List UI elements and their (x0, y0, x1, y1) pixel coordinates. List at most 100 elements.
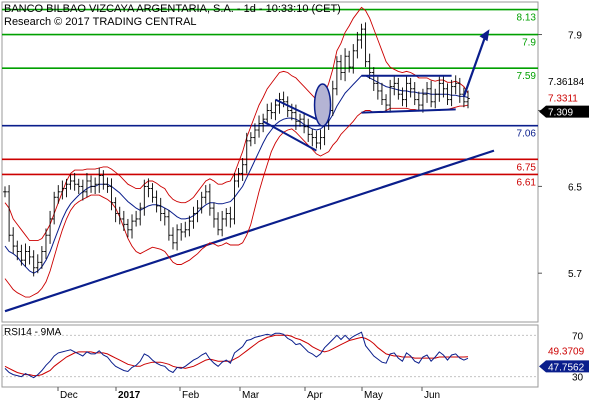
x-tick-label: 2017 (118, 390, 141, 400)
level-label: 8.13 (517, 13, 537, 24)
price-bar (68, 174, 73, 190)
price-bar (220, 210, 225, 237)
upper-band-badge-bg (539, 74, 589, 87)
rsi-badge: 47.7562 (548, 362, 585, 373)
price-bar (347, 50, 352, 73)
price-bar (388, 79, 392, 113)
price-bar (31, 250, 36, 277)
price-bar (343, 48, 347, 82)
price-bar (244, 132, 249, 174)
last-price-badge: 7.309 (548, 108, 573, 119)
price-bar (261, 113, 265, 133)
price-bar (208, 183, 212, 216)
price-panel-frame (1, 1, 539, 323)
price-bar (457, 77, 462, 103)
triangle-lower-line (361, 108, 456, 114)
target-arrow-head (479, 29, 490, 42)
price-bar (253, 123, 257, 145)
price-bar (134, 210, 138, 227)
chart-title: BANCO BILBAO VIZCAYA ARGENTARIA, S.A. - … (4, 3, 341, 15)
price-bar (310, 128, 315, 147)
price-bar (416, 91, 421, 112)
price-bar (314, 130, 319, 149)
price-bar (248, 132, 253, 147)
level-label: 7.59 (517, 71, 537, 82)
price-bar (175, 224, 179, 251)
price-bar (179, 223, 184, 241)
x-tick-label: Feb (182, 390, 200, 400)
price-bar (199, 191, 204, 214)
price-bar (44, 228, 48, 260)
price-bar (298, 113, 302, 127)
price-bar (216, 212, 220, 236)
price-bar (412, 82, 417, 106)
price-bar (392, 75, 397, 96)
price-bar (142, 179, 147, 216)
upper-band-line (4, 6, 469, 242)
price-bar (109, 178, 114, 211)
price-bar (195, 200, 200, 223)
x-tick-label: Dec (60, 390, 78, 400)
price-bar (60, 180, 65, 200)
price-bar (240, 157, 245, 181)
price-bar (449, 79, 454, 107)
uptrend-line (4, 149, 495, 313)
price-bar (27, 246, 32, 265)
price-bar (126, 218, 130, 238)
price-bar (162, 208, 167, 226)
rsi-ma-badge: 49.3709 (548, 347, 585, 358)
price-bar (203, 185, 208, 204)
price-bar (105, 177, 110, 193)
price-bar (117, 206, 122, 225)
level-label: 6.75 (517, 162, 537, 173)
price-bar (158, 197, 163, 222)
price-bar (138, 202, 143, 226)
x-tick-label: Mar (242, 390, 260, 400)
price-bar (183, 221, 188, 238)
price-bar (318, 129, 323, 150)
price-bar (212, 202, 216, 228)
rsi-y-tick-label: 30 (572, 373, 584, 384)
price-bar (154, 190, 159, 213)
y-tick-label: 7.9 (568, 31, 582, 42)
price-bar (146, 178, 151, 198)
price-bar (85, 172, 89, 198)
price-bar (339, 54, 343, 81)
price-bar (273, 99, 278, 121)
price-bar (89, 175, 93, 193)
price-bar (52, 191, 57, 225)
price-bar (441, 75, 446, 98)
price-bar (97, 167, 102, 193)
level-label: 7.9 (522, 38, 536, 49)
price-bar (433, 88, 438, 109)
price-bar (121, 210, 126, 231)
price-bar (408, 77, 413, 98)
price-bar (93, 177, 97, 194)
price-bar (330, 80, 335, 116)
price-bar (167, 210, 171, 241)
moving-average-line (4, 75, 469, 274)
x-tick-label: Apr (307, 390, 323, 400)
x-tick-label: May (364, 390, 383, 400)
price-bar (400, 87, 405, 107)
price-bar (3, 186, 7, 198)
price-bar (171, 227, 175, 250)
price-bar (48, 210, 52, 244)
price-bar (421, 88, 425, 113)
target-arrow-shaft (462, 38, 486, 97)
price-bar (232, 172, 237, 225)
price-bar (466, 90, 470, 109)
price-bar (404, 75, 409, 108)
rsi-ma-line (4, 334, 469, 377)
price-bar (376, 76, 380, 100)
price-bar (396, 77, 401, 100)
y-tick-label: 6.5 (568, 182, 582, 193)
price-bar (101, 170, 106, 190)
price-bar (277, 92, 282, 114)
price-bar (56, 185, 61, 204)
price-bar (72, 172, 77, 191)
chart-subtitle: Research © 2017 TRADING CENTRAL (4, 16, 197, 28)
price-bar (371, 67, 376, 91)
lower-band-badge: 7.3311 (548, 93, 578, 104)
price-bar (150, 183, 155, 203)
